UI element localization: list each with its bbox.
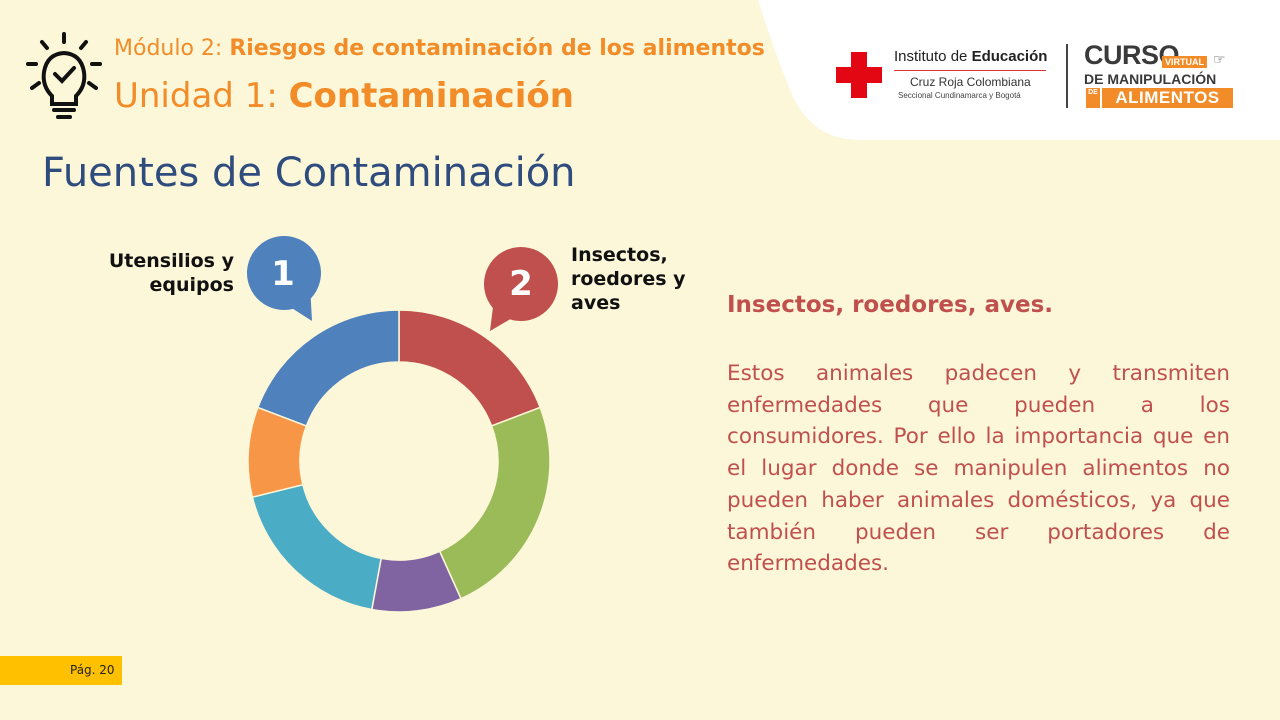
donut-segment-2 <box>438 406 551 600</box>
donut-segment-6 <box>256 309 400 427</box>
seccional-name: Seccional Cundinamarca y Bogotá <box>898 91 1021 100</box>
description-title: Insectos, roedores, aves. <box>727 292 1054 318</box>
donut-segment-4 <box>251 483 383 611</box>
description-body: Estos animales padecen y transmiten enfe… <box>727 361 1230 577</box>
callout-label-1: Utensilios y equipos <box>108 250 234 296</box>
page-badge <box>0 656 122 685</box>
unit-prefix: Unidad 1: <box>114 76 289 116</box>
red-cross-icon <box>836 52 882 98</box>
institute-bold: Educación <box>971 48 1048 65</box>
callout-bubble-1 <box>247 235 322 321</box>
module-title: Módulo 2: Riesgos de contaminación de lo… <box>114 36 765 61</box>
de-badge: DE <box>1086 88 1100 108</box>
virtual-badge: VIRTUAL <box>1162 56 1207 68</box>
de-manipulacion-text: DE MANIPULACIÓN <box>1084 71 1217 87</box>
unit-title: Unidad 1: Contaminación <box>114 76 574 116</box>
logo-rule <box>894 70 1046 71</box>
section-title: Fuentes de Contaminación <box>42 150 576 196</box>
module-prefix: Módulo 2: <box>114 36 230 61</box>
callout-number-2: 2 <box>509 264 533 304</box>
donut-segment-1 <box>398 309 542 427</box>
logo-divider <box>1066 44 1068 108</box>
callout-number-1: 1 <box>271 254 295 294</box>
lightbulb-check-icon <box>26 32 102 119</box>
institute-prefix: Instituto de <box>894 48 972 65</box>
callout-1: 1 <box>247 235 322 321</box>
org-name: Cruz Roja Colombiana <box>910 75 1031 89</box>
institute-name: Instituto de Educación <box>894 48 1047 65</box>
logo-area: Instituto de Educación Cruz Roja Colombi… <box>830 40 1240 114</box>
callout-2: 2 <box>483 246 558 331</box>
alimentos-badge: ALIMENTOS <box>1102 88 1233 108</box>
hand-pointer-icon: ☞ <box>1213 52 1226 68</box>
page-number: Pág. 20 <box>70 663 115 677</box>
callout-label-2: Insectos, roedores y aves <box>571 244 686 314</box>
module-name: Riesgos de contaminación de los alimento… <box>229 36 765 61</box>
unit-name: Contaminación <box>288 76 574 116</box>
callout-bubble-2 <box>483 246 558 331</box>
